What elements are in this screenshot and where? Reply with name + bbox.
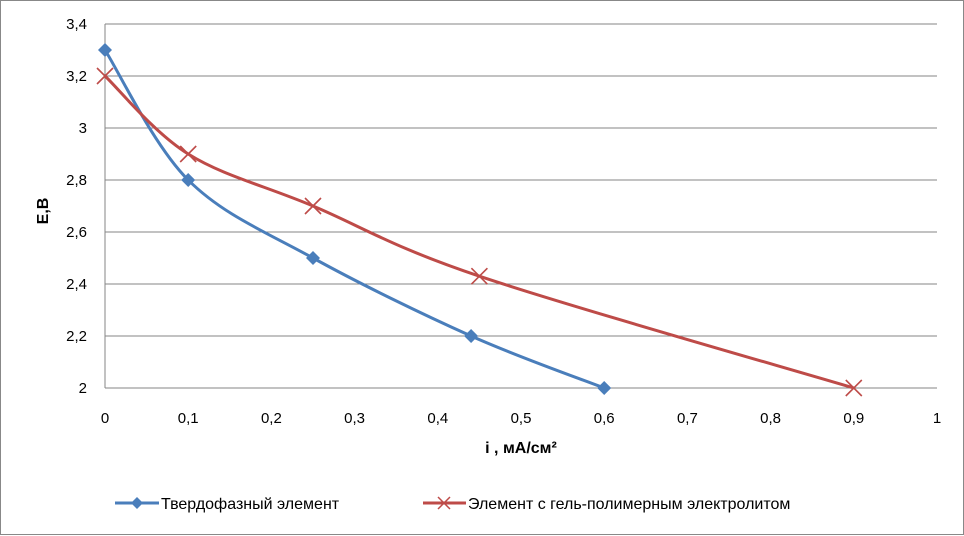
x-tick-label: 0,6 — [594, 410, 615, 427]
x-tick-label: 0,5 — [511, 410, 532, 427]
diamond-marker-icon — [131, 497, 143, 509]
x-tick-label: 0,4 — [427, 410, 448, 427]
data-point-diamond — [597, 381, 612, 395]
x-tick-label: 0,2 — [261, 410, 282, 427]
data-point-x — [96, 67, 114, 85]
y-tick-label: 2,8 — [66, 172, 87, 189]
y-tick-label: 2,2 — [66, 328, 87, 345]
x-tick-label: 0,8 — [760, 410, 781, 427]
legend-label-series-2: Элемент с гель-полимерным электролитом — [468, 496, 790, 513]
x-tick-label: 0,3 — [344, 410, 365, 427]
legend-label-series-1: Твердофазный элемент — [161, 496, 340, 513]
data-point-diamond — [181, 173, 196, 187]
data-point-diamond — [306, 251, 320, 265]
data-point-x — [470, 267, 488, 285]
y-tick-label: 3,2 — [66, 68, 87, 85]
y-tick-label: 3,4 — [66, 16, 87, 33]
x-marker-icon — [437, 496, 451, 510]
series-line-1 — [103, 49, 605, 390]
y-tick-label: 2,6 — [66, 224, 87, 241]
x-tick-label: 0,9 — [843, 410, 864, 427]
x-tick-label: 0 — [101, 410, 109, 427]
data-point-x — [304, 197, 322, 215]
y-tick-label: 2 — [79, 380, 87, 397]
x-axis-label: i , мА/см² — [485, 440, 557, 457]
data-point-diamond — [464, 329, 479, 343]
data-point-diamond — [98, 43, 112, 57]
x-tick-label: 0,1 — [178, 410, 199, 427]
y-axis-label: E,B — [35, 198, 52, 225]
y-tick-label: 2,4 — [66, 276, 87, 293]
data-point-x — [179, 145, 197, 163]
y-tick-label: 3 — [79, 120, 87, 137]
x-tick-label: 1 — [933, 410, 941, 427]
series-line-2 — [103, 74, 855, 390]
data-point-x — [845, 379, 863, 397]
x-tick-label: 0,7 — [677, 410, 698, 427]
legend: Твердофазный элемент Элемент с гель-поли… — [115, 496, 790, 513]
